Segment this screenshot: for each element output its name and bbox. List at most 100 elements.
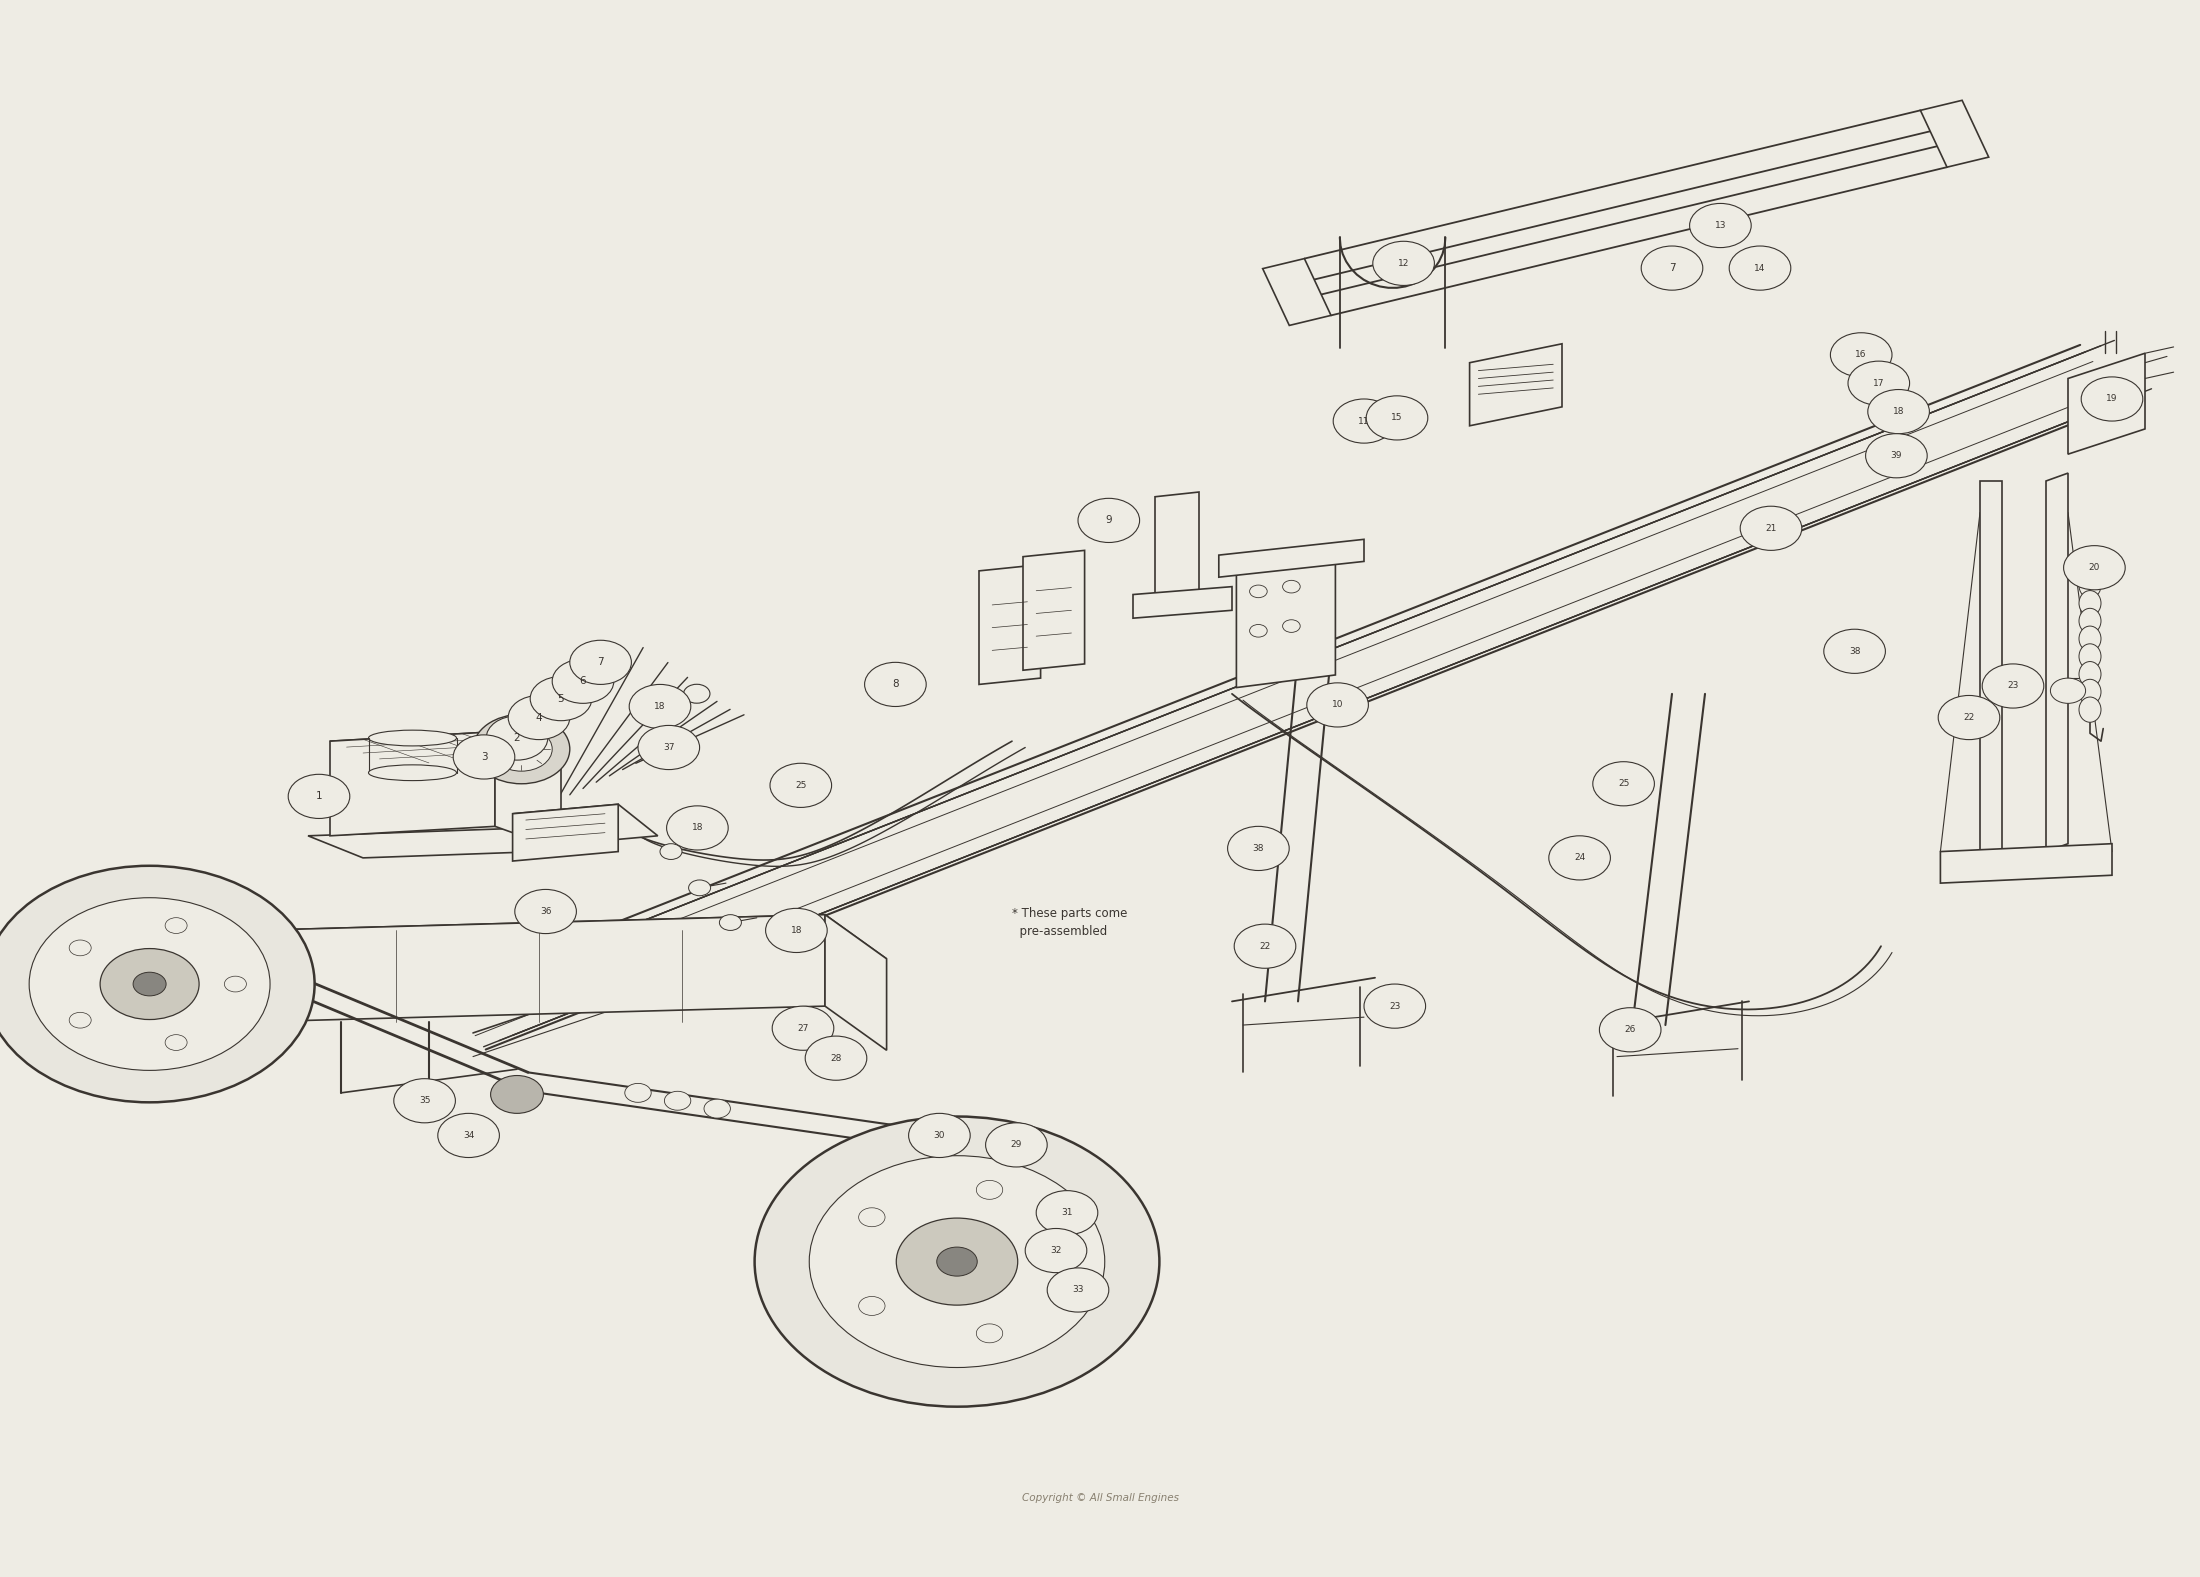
Polygon shape (2068, 353, 2145, 454)
Text: 38: 38 (1252, 844, 1265, 853)
Circle shape (1830, 333, 1892, 377)
Text: 9: 9 (1104, 516, 1113, 525)
Text: 5: 5 (557, 694, 565, 703)
Circle shape (552, 659, 614, 703)
Text: 17: 17 (1872, 378, 1885, 388)
Circle shape (1234, 924, 1296, 968)
Circle shape (977, 1181, 1003, 1200)
Text: 2: 2 (513, 733, 521, 743)
Circle shape (766, 908, 827, 953)
Circle shape (704, 1099, 730, 1118)
Text: 22: 22 (1258, 941, 1272, 951)
Circle shape (0, 866, 315, 1102)
Text: 29: 29 (1010, 1140, 1023, 1150)
Ellipse shape (2079, 680, 2101, 705)
Circle shape (689, 880, 711, 896)
Polygon shape (253, 915, 887, 975)
Circle shape (1307, 683, 1368, 727)
Circle shape (68, 940, 90, 956)
Circle shape (491, 1076, 543, 1113)
Circle shape (486, 716, 548, 760)
Text: 3: 3 (480, 752, 488, 762)
Ellipse shape (2079, 697, 2101, 722)
Text: 14: 14 (1753, 263, 1767, 273)
Polygon shape (2046, 473, 2068, 852)
Ellipse shape (2079, 609, 2101, 634)
Circle shape (508, 740, 535, 759)
Circle shape (1824, 629, 1885, 673)
Circle shape (1283, 620, 1300, 632)
Text: 13: 13 (1714, 221, 1727, 230)
Circle shape (1549, 836, 1610, 880)
Circle shape (1848, 361, 1910, 405)
Ellipse shape (2079, 572, 2101, 598)
Circle shape (1078, 498, 1140, 542)
Circle shape (1250, 624, 1267, 637)
Circle shape (570, 640, 631, 684)
Circle shape (937, 1247, 977, 1276)
Circle shape (1866, 434, 1927, 478)
Circle shape (1283, 580, 1300, 593)
Circle shape (2081, 377, 2143, 421)
Polygon shape (1219, 539, 1364, 577)
Circle shape (664, 1091, 691, 1110)
Circle shape (1599, 1008, 1661, 1052)
Circle shape (1690, 203, 1751, 248)
Text: 35: 35 (418, 1096, 431, 1105)
Text: 36: 36 (539, 907, 552, 916)
Text: 27: 27 (796, 1023, 810, 1033)
Circle shape (1049, 1252, 1076, 1271)
Circle shape (453, 735, 515, 779)
Circle shape (772, 1006, 834, 1050)
Circle shape (394, 1079, 455, 1123)
Circle shape (103, 940, 125, 956)
Text: 7: 7 (596, 658, 605, 667)
Text: 20: 20 (2088, 563, 2101, 572)
Circle shape (895, 1217, 1019, 1306)
Circle shape (86, 938, 108, 954)
Circle shape (667, 806, 728, 850)
Polygon shape (513, 804, 618, 861)
Text: 8: 8 (891, 680, 900, 689)
Polygon shape (253, 915, 825, 1022)
Circle shape (515, 889, 576, 934)
Circle shape (508, 695, 570, 740)
Text: * These parts come
  pre-assembled: * These parts come pre-assembled (1012, 907, 1126, 938)
Text: 22: 22 (1962, 713, 1976, 722)
Text: 37: 37 (662, 743, 675, 752)
Circle shape (473, 714, 570, 784)
Ellipse shape (2079, 643, 2101, 669)
Ellipse shape (2079, 590, 2101, 615)
Circle shape (660, 844, 682, 859)
Ellipse shape (370, 765, 458, 781)
Text: 19: 19 (2105, 394, 2119, 404)
Polygon shape (495, 732, 561, 850)
Circle shape (770, 763, 832, 807)
Circle shape (134, 971, 167, 997)
Text: 34: 34 (462, 1131, 475, 1140)
Text: 26: 26 (1624, 1025, 1637, 1035)
Circle shape (719, 915, 741, 930)
Circle shape (1250, 585, 1267, 598)
Circle shape (977, 1323, 1003, 1342)
Circle shape (909, 1113, 970, 1158)
Circle shape (810, 1156, 1104, 1367)
Text: 4: 4 (535, 713, 543, 722)
Circle shape (1047, 1268, 1109, 1312)
Text: 18: 18 (653, 702, 667, 711)
Circle shape (165, 918, 187, 934)
Circle shape (1366, 396, 1428, 440)
Polygon shape (979, 565, 1041, 684)
Circle shape (288, 774, 350, 818)
Text: 18: 18 (1892, 407, 1905, 416)
Polygon shape (1155, 492, 1199, 609)
Circle shape (1729, 246, 1791, 290)
Text: 7: 7 (1668, 263, 1676, 273)
Text: 23: 23 (1388, 1001, 1401, 1011)
Circle shape (1364, 984, 1426, 1028)
Circle shape (986, 1123, 1047, 1167)
Polygon shape (1236, 555, 1335, 688)
Ellipse shape (370, 730, 458, 746)
Polygon shape (1980, 481, 2002, 852)
Circle shape (858, 1296, 884, 1315)
